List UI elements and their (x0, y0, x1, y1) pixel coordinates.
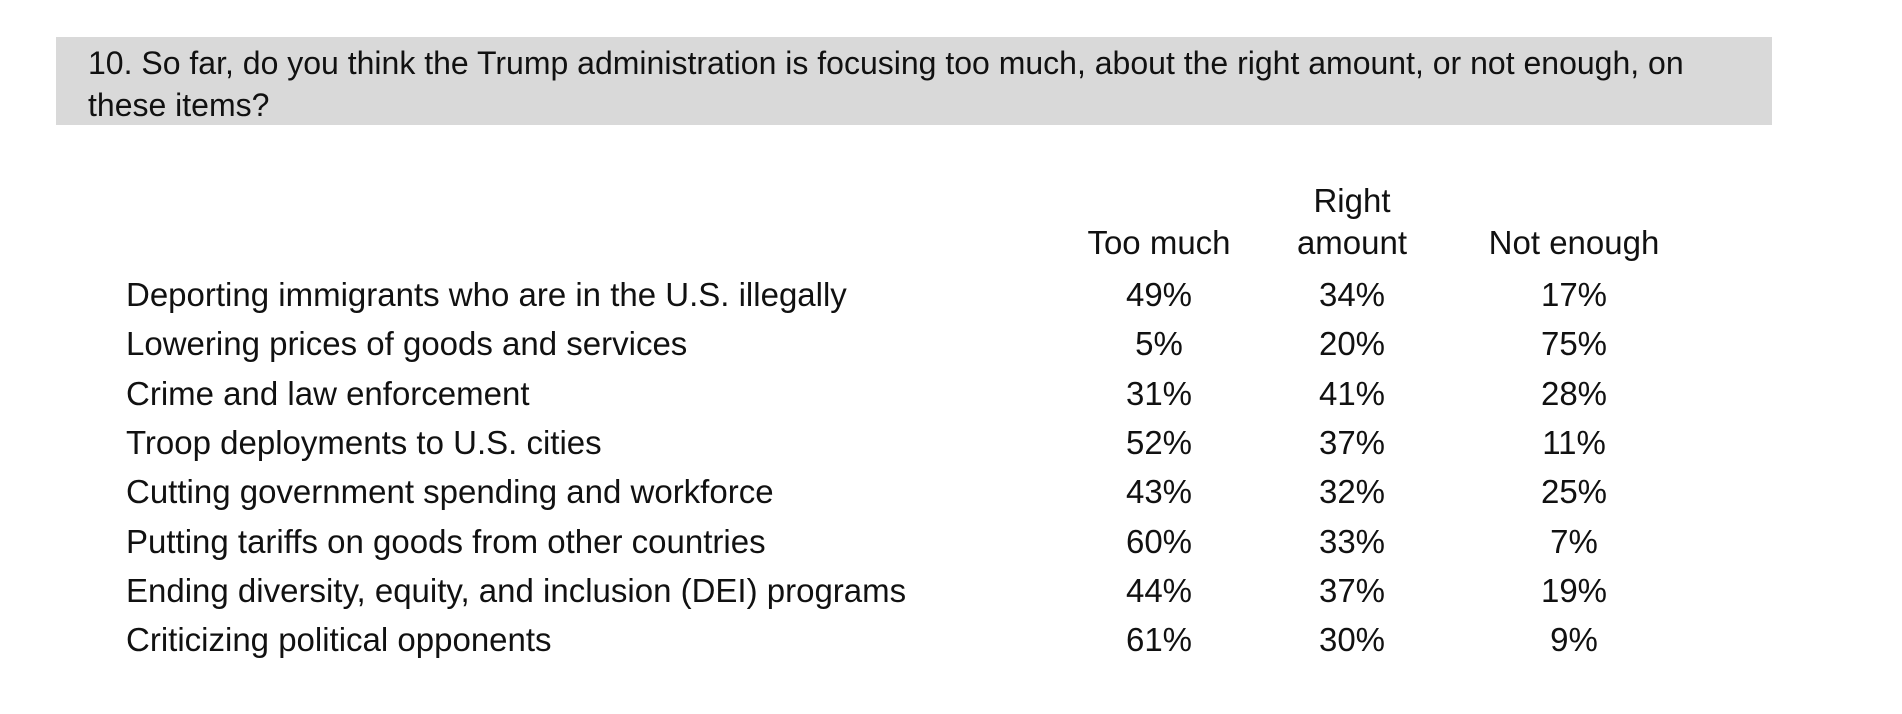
cell-right-amount: 32% (1318, 473, 1386, 511)
cell-not-enough: 17% (1540, 276, 1608, 314)
table-row: Deporting immigrants who are in the U.S.… (126, 270, 1696, 319)
cell-too-much: 31% (1125, 374, 1193, 412)
row-item-label: Putting tariffs on goods from other coun… (126, 522, 766, 560)
results-table: Too much Right amount Not enough Deporti… (126, 180, 1696, 664)
column-header-right-amount-line1: Right (1313, 182, 1391, 219)
cell-not-enough: 75% (1540, 325, 1608, 363)
cell-too-much: 60% (1125, 522, 1193, 560)
table-row: Troop deployments to U.S. cities 52% 37%… (126, 418, 1696, 467)
cell-right-amount: 37% (1318, 571, 1386, 609)
cell-not-enough: 19% (1540, 571, 1608, 609)
row-item-label: Crime and law enforcement (126, 374, 530, 412)
row-item-label: Lowering prices of goods and services (126, 325, 688, 363)
row-item-label: Deporting immigrants who are in the U.S.… (126, 276, 847, 314)
table-row: Criticizing political opponents 61% 30% … (126, 615, 1696, 664)
column-header-not-enough: Not enough (1488, 224, 1660, 261)
cell-right-amount: 34% (1318, 276, 1386, 314)
table-row: Putting tariffs on goods from other coun… (126, 516, 1696, 565)
table-row: Cutting government spending and workforc… (126, 467, 1696, 516)
cell-too-much: 52% (1125, 424, 1193, 462)
cell-too-much: 44% (1125, 571, 1193, 609)
table-row: Lowering prices of goods and services 5%… (126, 319, 1696, 368)
question-text: 10. So far, do you think the Trump admin… (88, 45, 1684, 123)
cell-right-amount: 30% (1318, 621, 1386, 659)
cell-right-amount: 41% (1318, 374, 1386, 412)
row-item-label: Criticizing political opponents (126, 621, 552, 659)
cell-too-much: 49% (1125, 276, 1193, 314)
cell-not-enough: 9% (1550, 621, 1598, 659)
cell-too-much: 5% (1135, 325, 1183, 363)
cell-too-much: 61% (1125, 621, 1193, 659)
cell-not-enough: 7% (1550, 522, 1598, 560)
cell-right-amount: 33% (1318, 522, 1386, 560)
column-header-right-amount-line2: amount (1296, 224, 1408, 261)
cell-right-amount: 37% (1318, 424, 1386, 462)
cell-right-amount: 20% (1318, 325, 1386, 363)
column-header-item (126, 180, 1066, 270)
column-header-right-amount: Right amount (1252, 180, 1452, 270)
question-header: 10. So far, do you think the Trump admin… (56, 37, 1772, 125)
cell-not-enough: 11% (1542, 424, 1606, 462)
table-row: Ending diversity, equity, and inclusion … (126, 566, 1696, 615)
row-item-label: Ending diversity, equity, and inclusion … (126, 571, 907, 609)
cell-not-enough: 28% (1540, 374, 1608, 412)
table-header-row: Too much Right amount Not enough (126, 180, 1696, 270)
cell-not-enough: 25% (1540, 473, 1608, 511)
cell-too-much: 43% (1125, 473, 1193, 511)
column-header-too-much: Too much (1087, 224, 1231, 261)
row-item-label: Troop deployments to U.S. cities (126, 424, 602, 462)
table-row: Crime and law enforcement 31% 41% 28% (126, 369, 1696, 418)
row-item-label: Cutting government spending and workforc… (126, 473, 774, 511)
